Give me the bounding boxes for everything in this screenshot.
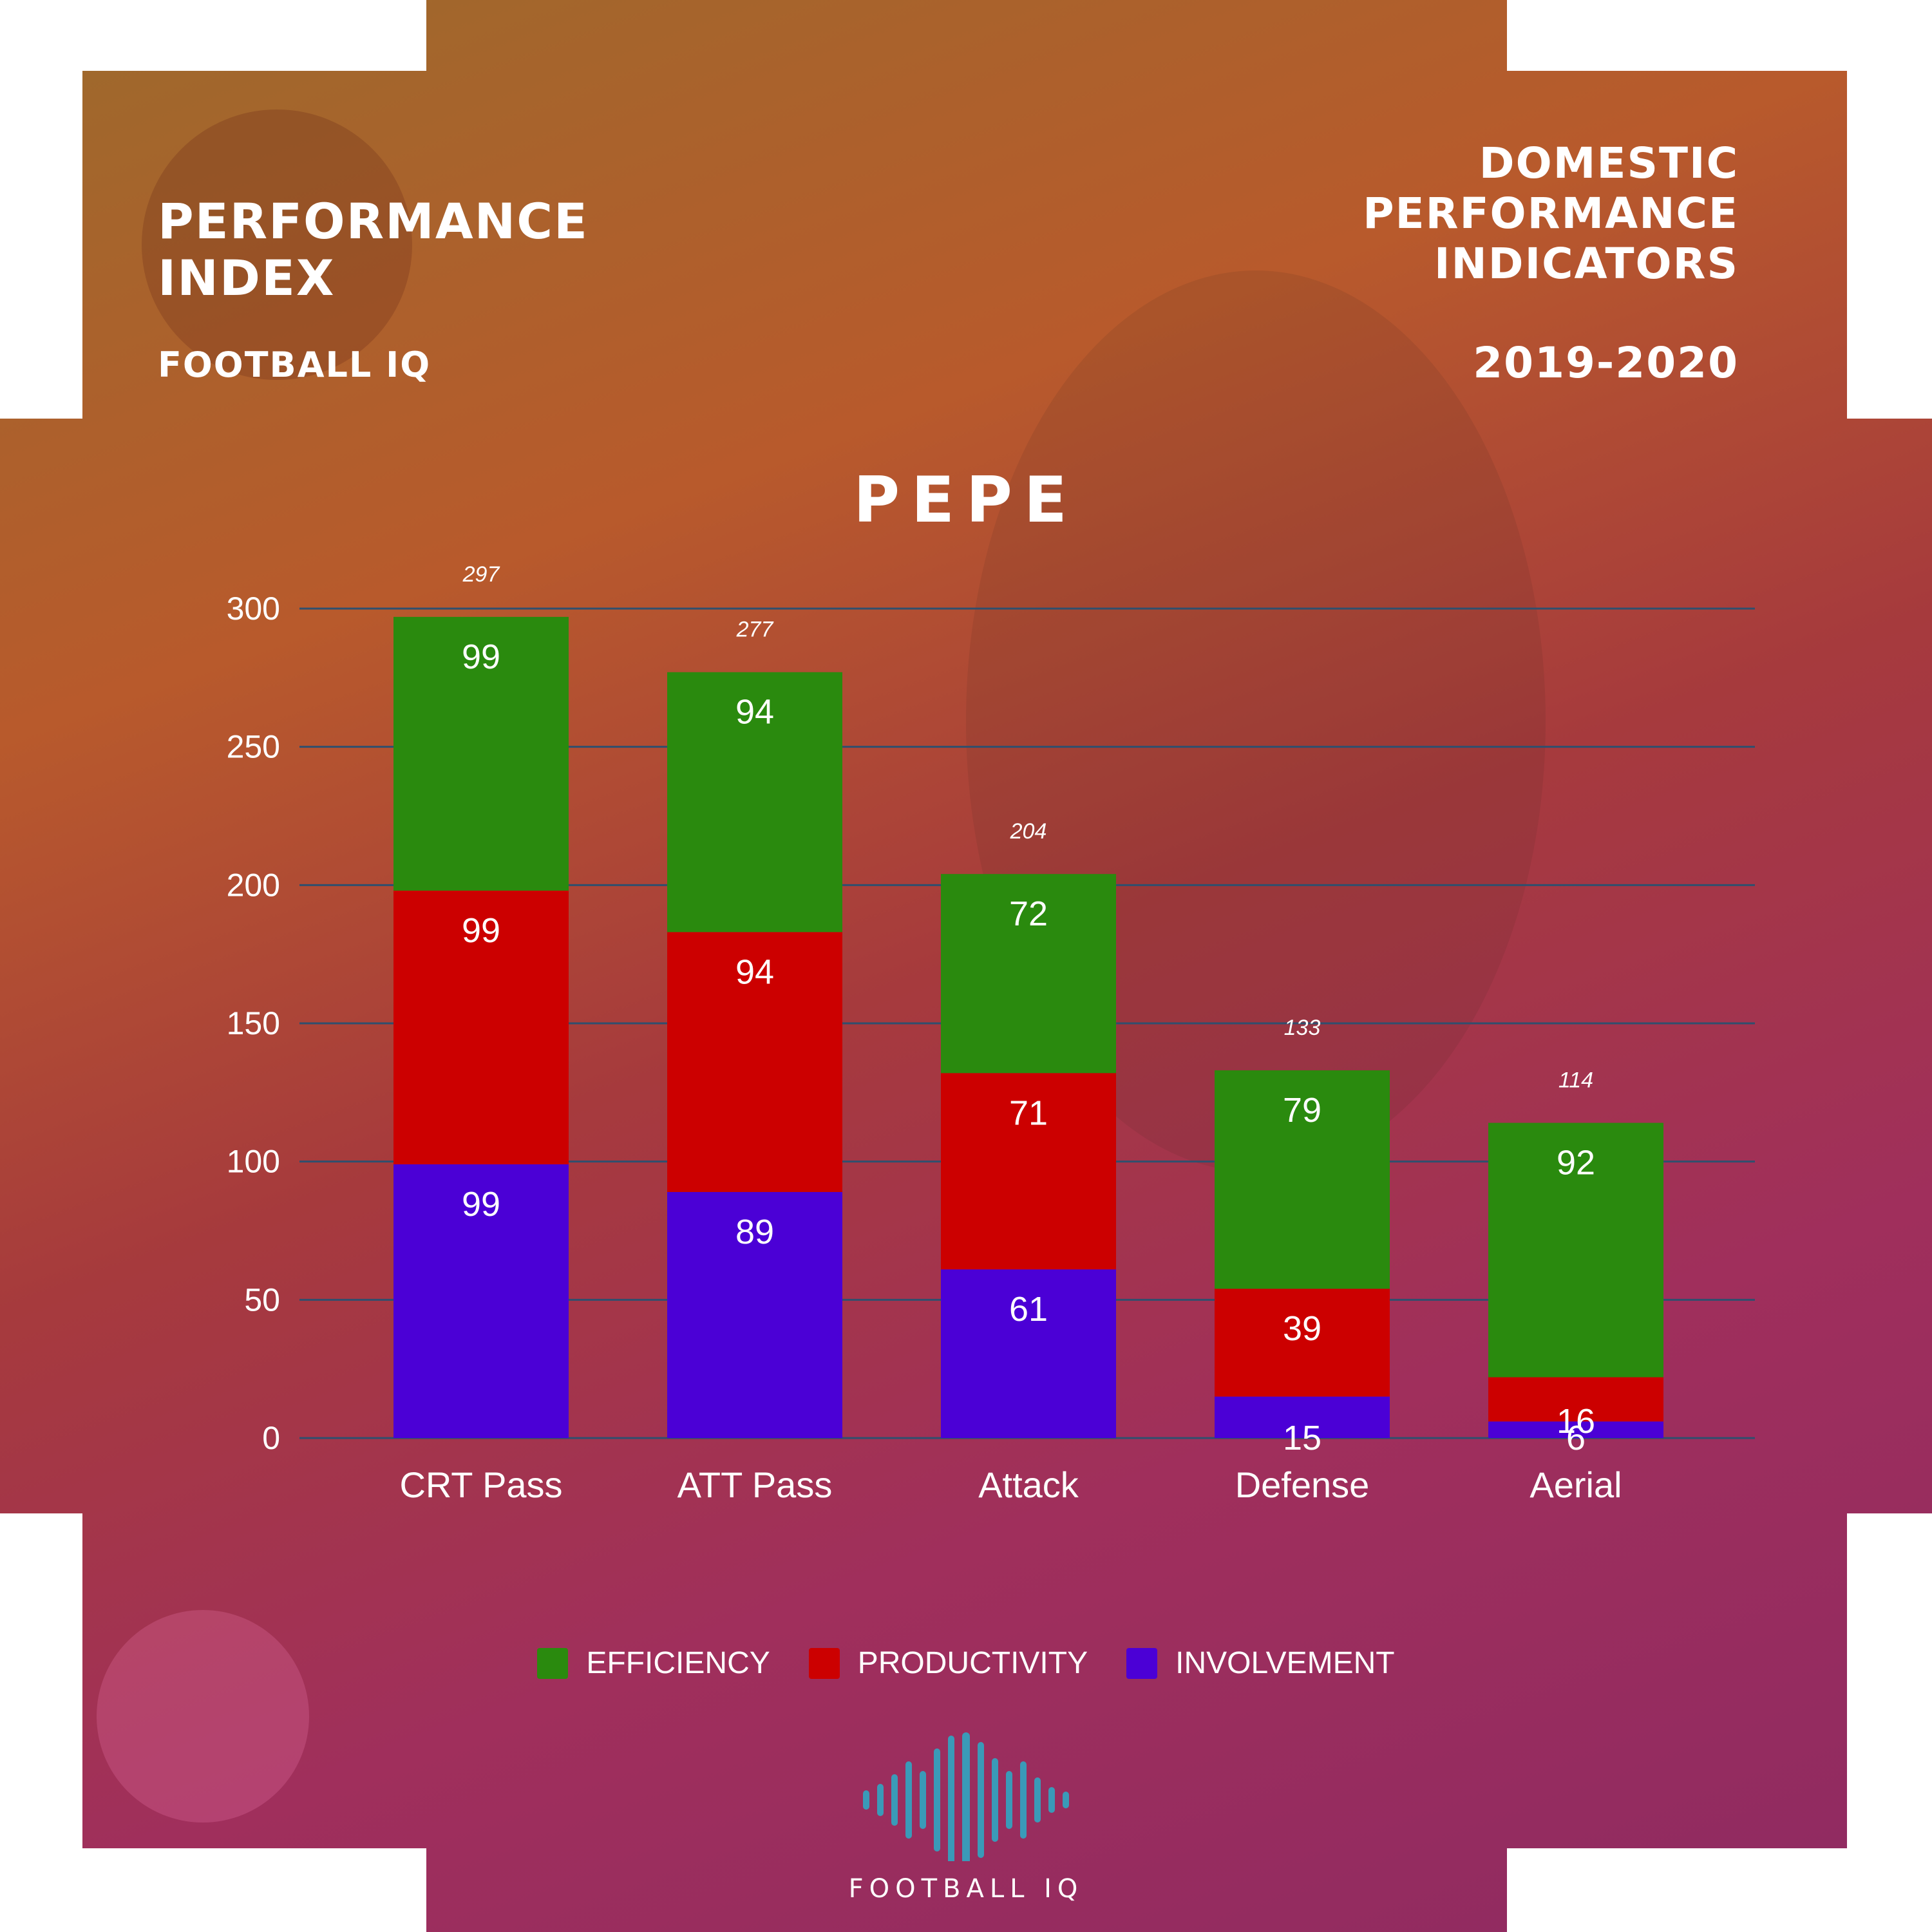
- bar-segment: [667, 932, 842, 1192]
- legend-label: PRODUCTIVITY: [857, 1646, 1088, 1680]
- x-tick-label: CRT Pass: [399, 1464, 562, 1505]
- y-tick-label: 50: [244, 1282, 280, 1318]
- data-label: 89: [735, 1213, 774, 1251]
- total-label: 114: [1558, 1068, 1593, 1093]
- bar-segment: [1215, 1070, 1390, 1289]
- bars: [393, 616, 1663, 1438]
- data-label: 79: [1283, 1091, 1321, 1130]
- data-label: 94: [735, 693, 774, 732]
- season-label: 2019-2020: [1473, 338, 1739, 388]
- data-label: 15: [1283, 1419, 1321, 1457]
- data-label: 72: [1009, 895, 1048, 933]
- total-label: 297: [462, 562, 500, 587]
- legend-item-efficiency: EFFICIENCY: [537, 1645, 770, 1681]
- data-label: 92: [1557, 1144, 1595, 1182]
- legend-label: EFFICIENCY: [586, 1646, 770, 1680]
- bar-segment: [941, 1269, 1116, 1438]
- total-label: 133: [1284, 1016, 1321, 1040]
- data-label: 39: [1283, 1309, 1321, 1348]
- data-label: 61: [1009, 1290, 1048, 1329]
- total-label: 204: [1010, 819, 1047, 844]
- legend-item-productivity: PRODUCTIVITY: [808, 1645, 1088, 1681]
- y-tick-label: 300: [227, 591, 280, 627]
- data-label: 99: [462, 1185, 500, 1224]
- x-tick-label: ATT Pass: [677, 1464, 833, 1505]
- y-tick-label: 100: [227, 1144, 280, 1180]
- brand-subtitle: FOOTBALL IQ: [158, 345, 431, 385]
- y-tick-label: 250: [227, 729, 280, 765]
- y-tick-label: 150: [227, 1005, 280, 1041]
- legend-swatch: [537, 1647, 569, 1679]
- player-name: PEPE: [853, 464, 1079, 537]
- x-tick-label: Defense: [1235, 1464, 1370, 1505]
- x-tick-label: Attack: [978, 1464, 1079, 1505]
- labels: 0 50 100 150 200 250 300 99 99 99 297 CRT Pass 89 94 9…: [227, 562, 1622, 1505]
- legend-swatch: [1126, 1647, 1158, 1679]
- total-label: 277: [736, 618, 774, 642]
- data-label: 94: [735, 952, 774, 991]
- data-label: 99: [462, 638, 500, 676]
- legend: EFFICIENCY PRODUCTIVITY INVOLVEMENT: [0, 1645, 1932, 1681]
- indicators-title: DOMESTIC PERFORMANCE INDICATORS: [1363, 138, 1739, 289]
- bar-segment: [1488, 1122, 1663, 1378]
- legend-item-involvement: INVOLVEMENT: [1126, 1645, 1395, 1681]
- background-photo-shape: [142, 109, 412, 380]
- data-label: 6: [1566, 1419, 1586, 1457]
- background-photo-shape: [97, 1610, 309, 1823]
- bar-segment: [941, 874, 1116, 1074]
- footer-logo-text: FOOTBALL IQ: [848, 1874, 1084, 1904]
- bar-segment: [1488, 1421, 1663, 1438]
- data-label: 71: [1009, 1094, 1048, 1132]
- bar-segment: [393, 890, 569, 1164]
- x-tick-label: Aerial: [1530, 1464, 1622, 1505]
- bar-segment: [941, 1073, 1116, 1270]
- data-label: 16: [1557, 1402, 1595, 1441]
- y-tick-label: 200: [227, 867, 280, 903]
- bar-segment: [667, 1191, 842, 1438]
- legend-label: INVOLVEMENT: [1175, 1646, 1395, 1680]
- performance-index-title: PERFORMANCE INDEX: [158, 193, 589, 307]
- bar-segment: [1488, 1377, 1663, 1422]
- bar-segment: [1215, 1289, 1390, 1397]
- bar-segment: [393, 1164, 569, 1438]
- bar-segment: [667, 672, 842, 933]
- legend-swatch: [808, 1647, 840, 1679]
- y-tick-label: 0: [262, 1420, 280, 1456]
- soundwave-icon: [837, 1732, 1095, 1864]
- bar-segment: [1215, 1396, 1390, 1438]
- bar-segment: [393, 616, 569, 891]
- data-label: 99: [462, 911, 500, 950]
